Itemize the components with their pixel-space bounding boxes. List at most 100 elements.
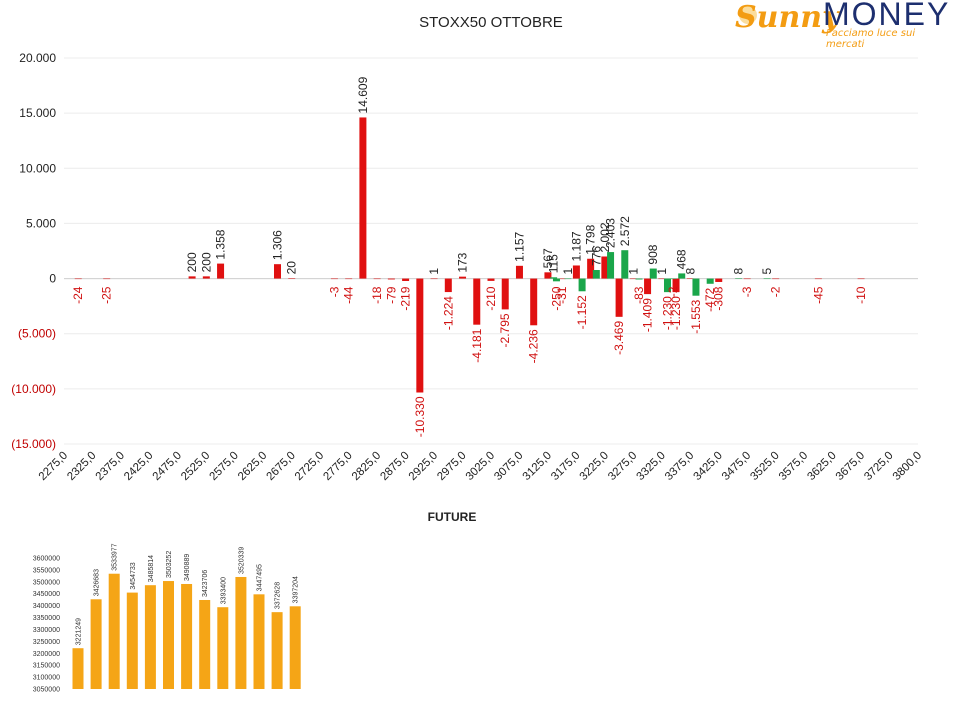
bar-value-label: 2.002 (598, 222, 612, 252)
x-tick-label: 3175,0 (549, 450, 582, 483)
future-y-tick-label: 3350000 (33, 615, 60, 622)
x-tick-label: 2825,0 (350, 450, 383, 483)
future-bar-value-label: 3423706 (202, 570, 209, 597)
red-bar (430, 278, 438, 280)
bar-value-label: 2.403 (604, 218, 618, 248)
future-y-tick-label: 3500000 (33, 579, 60, 586)
future-bar (181, 583, 193, 689)
bar-value-label: -3.469 (612, 321, 626, 355)
future-y-tick-label: 3150000 (33, 663, 60, 670)
future-bar-value-label: 3397204 (293, 576, 300, 603)
future-bar-value-label: 3393400 (220, 577, 227, 604)
green-bar (564, 278, 572, 280)
future-y-tick-label: 3050000 (33, 687, 60, 694)
red-bar (402, 278, 410, 281)
x-tick-label: 3525,0 (748, 450, 781, 483)
future-bar-value-label: 3221249 (76, 618, 83, 645)
green-bar (663, 278, 671, 293)
x-tick-label: 2575,0 (208, 450, 241, 483)
red-bar (459, 276, 467, 279)
future-bar-value-label: 3490889 (184, 554, 191, 581)
red-bar (501, 278, 509, 310)
logo-tagline: Facciamo luce sui mercati (826, 28, 916, 50)
future-bar-value-label: 3533977 (112, 543, 119, 570)
green-bar (607, 252, 615, 279)
x-tick-label: 2675,0 (264, 450, 297, 483)
x-tick-label: 2925,0 (407, 450, 440, 483)
bar-value-label: 1 (626, 268, 640, 275)
future-bar (126, 592, 138, 689)
red-bar (103, 278, 111, 280)
bar-value-label: 1 (655, 268, 669, 275)
x-tick-label: 3025,0 (464, 450, 497, 483)
red-bar (74, 278, 82, 280)
bar-value-label: -1.152 (575, 295, 589, 329)
red-bar (814, 278, 822, 280)
future-y-tick-label: 3200000 (33, 651, 60, 658)
y-tick-label: (15.000) (11, 437, 56, 451)
red-bar (345, 278, 353, 280)
bar-value-label: 1 (427, 268, 441, 275)
sun-icon (739, 6, 757, 24)
bar-value-label: -83 (632, 286, 646, 304)
future-bar (289, 606, 301, 689)
red-bar (274, 264, 281, 279)
bar-value-label: -45 (811, 286, 825, 304)
bar-value-label: -308 (712, 286, 726, 310)
red-bar (672, 278, 680, 293)
green-bar (649, 268, 657, 279)
x-tick-label: 2975,0 (435, 450, 468, 483)
bar-value-label: -219 (399, 286, 413, 310)
bar-value-label: 8 (732, 267, 746, 274)
future-y-tick-label: 3550000 (33, 567, 60, 574)
future-bar (72, 648, 84, 689)
future-bar-value-label: 3520339 (238, 547, 245, 574)
bar-value-label: 200 (199, 252, 213, 272)
future-bar-value-label: 3447495 (257, 564, 264, 591)
green-bar (735, 278, 743, 279)
bar-value-label: -2 (666, 286, 680, 297)
future-y-tick-label: 3400000 (33, 603, 60, 610)
red-bar (188, 276, 196, 279)
green-bar (706, 278, 714, 284)
future-bar-value-label: 3503252 (166, 551, 173, 578)
green-bar (550, 277, 558, 279)
future-bar-value-label: 3454733 (130, 562, 137, 589)
bar-value-label: 200 (185, 252, 199, 272)
x-tick-label: 3325,0 (635, 450, 668, 483)
bar-value-label: 14.609 (356, 76, 370, 113)
y-tick-label: 20.000 (19, 51, 56, 65)
x-tick-label: 3800,0 (891, 450, 924, 483)
x-tick-label: 3375,0 (663, 450, 696, 483)
bar-value-label: -1.553 (689, 299, 703, 333)
red-bar (615, 278, 623, 317)
bar-value-label: -2.795 (498, 313, 512, 347)
future-bar (271, 612, 283, 689)
future-bar (108, 573, 120, 689)
bar-value-label: -1.230 (669, 296, 683, 330)
bar-value-label: -31 (555, 286, 569, 304)
green-bar (578, 278, 586, 292)
bar-value-label: -1.409 (641, 298, 655, 332)
x-tick-label: 2375,0 (94, 450, 127, 483)
x-tick-label: 2325,0 (65, 450, 98, 483)
bar-value-label: -10.330 (413, 396, 427, 437)
future-bar (144, 585, 156, 689)
bar-value-label: 1.306 (271, 230, 285, 260)
y-tick-label: (10.000) (11, 382, 56, 396)
stoxx50-open-interest-chart: STOXX50 OTTOBRE 20.000 15.000 10.000 5.000 0 (… (11, 14, 924, 524)
red-bar (715, 278, 723, 282)
green-bar (678, 273, 686, 279)
bar-value-label: -24 (71, 286, 85, 304)
red-bar (202, 276, 210, 279)
x-tick-label: 2275,0 (37, 450, 70, 483)
x-tick-label: 2725,0 (293, 450, 326, 483)
bar-value-label: 1 (561, 268, 575, 275)
red-bar (572, 265, 580, 279)
y-tick-label: 15.000 (19, 106, 56, 120)
x-tick-label: 3575,0 (777, 450, 810, 483)
x-tick-label: 3075,0 (492, 450, 525, 483)
bar-value-label: -3 (740, 286, 754, 297)
x-tick-label: 3725,0 (862, 450, 895, 483)
red-bar (587, 258, 595, 279)
